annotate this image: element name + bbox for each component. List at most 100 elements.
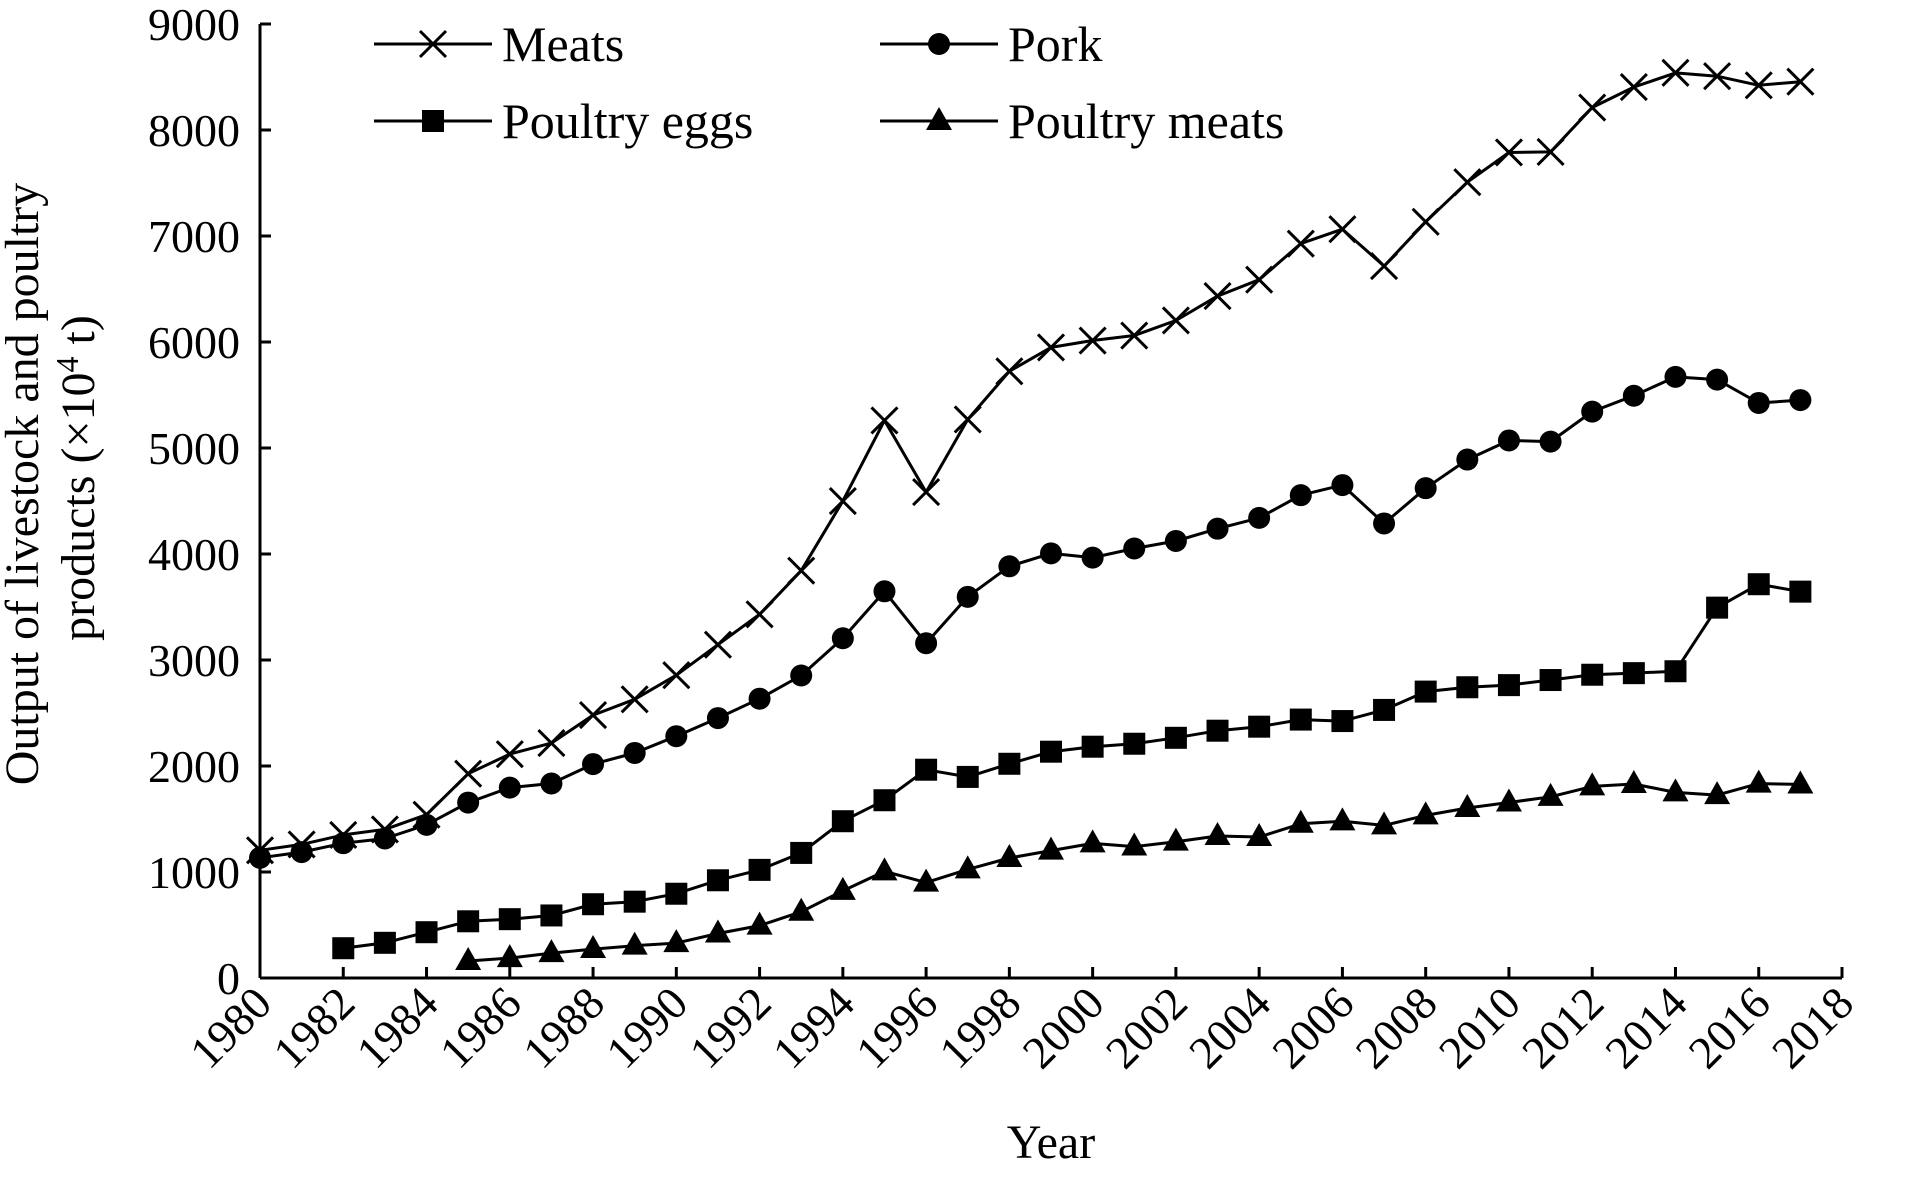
data-point-meats [1494,138,1524,167]
axes: 0 1000 2000 3000 4000 5000 6000 7000 8000 9000 198… [148,0,1863,1078]
data-point-meats [1369,252,1399,281]
data-point-pork [748,687,771,710]
data-point-pork [998,555,1021,578]
x-tick-label: 2014 [1595,977,1696,1078]
data-point-poultry-eggs [457,910,480,933]
x-tick-label: 1996 [846,977,947,1078]
data-point-poultry-meats [1371,811,1398,835]
legend-marker-meats [418,29,448,59]
y-tick-label: 1000 [148,847,240,898]
data-point-meats [953,405,982,434]
x-tick-label: 2010 [1429,977,1530,1078]
data-point-poultry-meats [1246,823,1273,847]
legend-label-poultry-meats: Poultry meats [1008,93,1284,149]
data-point-pork [956,585,979,608]
data-point-poultry-meats [580,935,607,959]
data-point-pork [1289,484,1312,507]
y-tick-label: 9000 [148,0,240,50]
data-point-pork [249,846,271,869]
x-tick-label: 2006 [1262,977,1363,1078]
data-point-pork [790,664,813,687]
data-point-meats [1078,326,1107,355]
series-line-poultry-meats [468,782,1801,963]
data-point-meats [1120,321,1149,350]
data-point-poultry-meats [1038,836,1064,860]
y-tick-label: 4000 [148,529,240,580]
data-point-poultry-meats [1787,770,1814,794]
data-point-poultry-meats [704,919,731,943]
legend-label-meats: Meats [502,16,624,72]
x-tick-label: 2016 [1679,977,1780,1078]
data-point-poultry-eggs [582,893,605,916]
x-tick-label: 1984 [346,977,447,1078]
x-tick-label: 1980 [180,977,281,1078]
data-point-poultry-meats [996,844,1023,868]
data-point-poultry-eggs [1456,676,1479,699]
data-point-poultry-meats [496,944,523,968]
data-point-meats [1744,71,1773,100]
x-tick-label: 1990 [596,977,697,1078]
data-point-poultry-eggs [498,908,521,931]
data-point-poultry-eggs [1539,669,1562,692]
data-point-meats [1453,168,1482,197]
data-point-pork [1164,529,1187,552]
data-point-meats [1328,215,1357,244]
data-point-poultry-meats [1079,829,1106,853]
x-tick-label: 2004 [1179,977,1280,1078]
x-tick-label: 1998 [929,977,1030,1078]
data-point-pork [373,827,396,850]
data-point-pork [1040,542,1062,565]
data-point-poultry-eggs [1373,698,1396,721]
data-point-pork [873,580,896,603]
data-point-poultry-eggs [1747,573,1770,596]
data-point-poultry-eggs [831,810,854,833]
data-point-pork [457,791,480,814]
data-point-meats [1161,306,1190,335]
data-point-poultry-meats [1495,788,1522,812]
x-tick-label: 1992 [680,977,781,1078]
data-point-pork [498,776,521,799]
data-point-pork [1123,537,1146,560]
data-point-poultry-eggs [623,890,646,913]
data-point-poultry-eggs [415,921,438,944]
data-point-poultry-eggs [956,765,979,788]
y-axis-title: Output of livestock and poultry products… [0,171,105,786]
data-point-meats [703,630,733,659]
data-point-meats [1786,67,1815,96]
data-point-poultry-eggs [373,931,396,954]
data-point-poultry-meats [954,855,981,879]
y-tick-label: 8000 [148,105,240,156]
data-point-poultry-meats [788,897,815,921]
y-axis-title-superscript: 4 [49,356,85,372]
data-point-poultry-eggs [1164,726,1187,749]
data-point-poultry-eggs [1206,719,1229,742]
data-point-meats [787,556,816,585]
data-point-poultry-meats [538,939,565,963]
data-point-poultry-meats [1620,770,1647,794]
data-point-meats [828,487,857,516]
data-point-meats [454,759,483,788]
data-point-poultry-eggs [1248,715,1271,738]
data-point-pork [1539,430,1562,453]
data-point-poultry-eggs [1081,735,1104,758]
y-axis-title-line-1: Output of livestock and poultry [0,183,49,786]
legend-marker-pork [928,33,950,55]
y-tick-label: 5000 [148,423,240,474]
x-tick-label: 2012 [1512,977,1613,1078]
x-tick-label: 1988 [513,977,614,1078]
data-point-poultry-meats [1745,769,1772,793]
data-point-meats [1036,333,1066,362]
data-point-poultry-eggs [1622,662,1645,685]
data-point-meats [870,406,899,435]
data-point-pork [915,632,938,655]
data-point-poultry-meats [871,857,898,881]
data-point-poultry-meats [913,868,940,892]
data-point-poultry-eggs [1289,708,1312,731]
data-point-poultry-meats [746,911,773,935]
data-point-pork [1497,429,1520,452]
data-point-pork [1706,368,1729,391]
x-axis-title: Year [1007,1116,1095,1169]
data-point-meats [1411,207,1440,236]
data-point-meats [662,661,691,690]
